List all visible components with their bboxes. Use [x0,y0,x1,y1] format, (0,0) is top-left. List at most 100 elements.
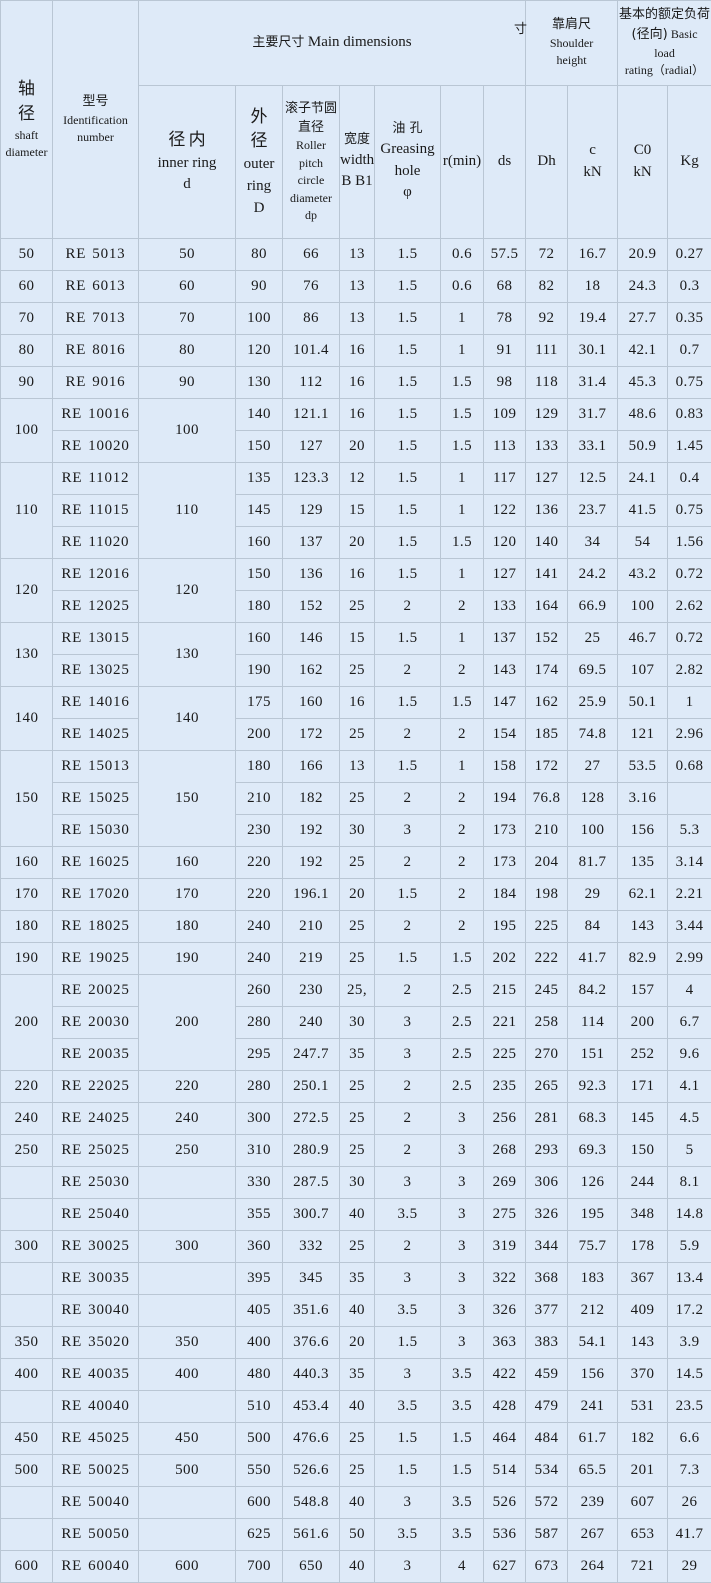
model-prefix: RE [62,502,83,518]
cell-roller-pitch-diameter: 548.8 [283,1487,340,1519]
cell-ds: 113 [484,431,526,463]
cell-r-min: 1 [441,559,484,591]
cell-roller-pitch-diameter: 172 [283,719,340,751]
cell-weight: 2.96 [668,719,711,751]
cell-c0-load: 100 [618,591,668,623]
cell-weight: 0.3 [668,271,711,303]
cell-dh: 222 [526,943,568,975]
header-outer-ring-en1: outer [236,154,282,176]
cell-c0-load: 653 [618,1519,668,1551]
cell-dh: 344 [526,1231,568,1263]
cell-ds: 269 [484,1167,526,1199]
cell-r-min: 1.5 [441,943,484,975]
cell-greasing-hole: 2 [375,1103,441,1135]
cell-c-load: 54.1 [568,1327,618,1359]
cell-greasing-hole: 1.5 [375,943,441,975]
cell-ds: 464 [484,1423,526,1455]
cell-r-min: 3 [441,1167,484,1199]
header-ident-en2: number [53,129,138,146]
model-prefix: RE [61,1238,82,1254]
header-roller-cn2: 直径 [283,119,339,138]
cell-dh: 127 [526,463,568,495]
cell-outer-diameter: 510 [236,1391,283,1423]
header-c0-en2: kN [618,162,667,184]
model-prefix: RE [61,1334,82,1350]
cell-width: 20 [340,527,375,559]
cell-outer-diameter: 210 [236,783,283,815]
cell-ds: 428 [484,1391,526,1423]
header-roller-pitch-circle-diameter: 滚子节圆 直径 Roller pitch circle diameter dp [283,86,340,239]
header-width-cn: 宽度 [340,131,374,150]
cell-shaft-diameter: 300 [1,1231,53,1263]
cell-c0-load: 43.2 [618,559,668,591]
cell-c-load: 92.3 [568,1071,618,1103]
cell-inner-ring-diameter [139,1199,236,1231]
cell-shaft-diameter: 220 [1,1071,53,1103]
cell-width: 25 [340,1103,375,1135]
header-ident-cn: 型号 [53,93,138,112]
cell-outer-diameter: 200 [236,719,283,751]
model-number: 20030 [88,1014,130,1030]
cell-outer-diameter: 400 [236,1327,283,1359]
model-number: 19025 [88,950,130,966]
header-basic-load-en2: load [618,45,711,62]
cell-inner-ring-diameter: 600 [139,1551,236,1583]
cell-inner-ring-diameter: 130 [139,623,236,687]
model-prefix: RE [66,278,87,294]
cell-dh: 326 [526,1199,568,1231]
cell-greasing-hole: 3.5 [375,1199,441,1231]
cell-weight: 14.8 [668,1199,711,1231]
cell-greasing-hole: 3 [375,1167,441,1199]
model-number: 25030 [88,1174,130,1190]
cell-greasing-hole: 1.5 [375,879,441,911]
cell-c0-load: 171 [618,1071,668,1103]
cell-width: 35 [340,1359,375,1391]
cell-r-min: 2.5 [441,1007,484,1039]
cell-r-min: 1.5 [441,431,484,463]
cell-ds: 319 [484,1231,526,1263]
cell-outer-diameter: 330 [236,1167,283,1199]
cell-ds: 536 [484,1519,526,1551]
cell-greasing-hole: 1.5 [375,527,441,559]
cell-ds: 120 [484,527,526,559]
cell-c-load: 33.1 [568,431,618,463]
cell-inner-ring-diameter [139,1295,236,1327]
cell-inner-ring-diameter: 50 [139,239,236,271]
cell-greasing-hole: 1.5 [375,399,441,431]
cell-inner-ring-diameter: 140 [139,687,236,751]
cell-dh: 172 [526,751,568,783]
cell-roller-pitch-diameter: 136 [283,559,340,591]
cell-width: 25 [340,591,375,623]
cell-weight: 0.72 [668,559,711,591]
cell-width: 13 [340,303,375,335]
cell-c0-load: 200 [618,1007,668,1039]
cell-c0-load: 45.3 [618,367,668,399]
cell-outer-diameter: 240 [236,943,283,975]
cell-ds: 122 [484,495,526,527]
cell-r-min: 2.5 [441,975,484,1007]
header-roller-cn1: 滚子节圆 [283,100,339,119]
model-number: 25025 [88,1142,130,1158]
table-header: 轴 径 shaft diameter 型号 Identification num… [1,1,711,239]
model-number: 30040 [88,1302,130,1318]
cell-dh: 225 [526,911,568,943]
cell-weight: 4 [668,975,711,1007]
cell-ds: 117 [484,463,526,495]
cell-c-load: 65.5 [568,1455,618,1487]
cell-c-load: 68.3 [568,1103,618,1135]
cell-width: 25 [340,655,375,687]
